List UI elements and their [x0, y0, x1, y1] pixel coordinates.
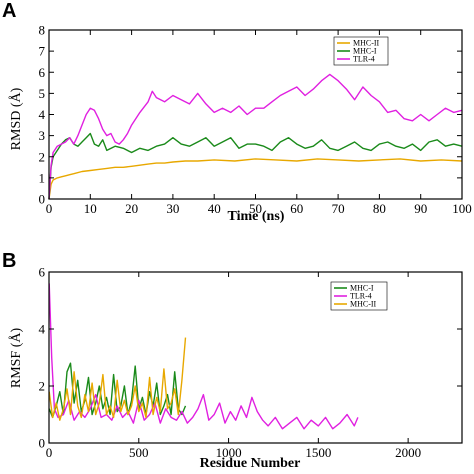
rmsd-plot: 0 10 20 30 40 50 60 70 80 90 100 0 1 2 3 4 5 6 7 8 MHC-IIMHC…	[39, 23, 472, 217]
x-tick-label: 10	[84, 201, 97, 216]
x-tick-label: 20	[125, 201, 138, 216]
legend-label: MHC-II	[350, 300, 377, 309]
y-axis-label: RMSD (Å)	[8, 87, 24, 150]
y-tick-label: 0	[39, 436, 46, 451]
series-line-mhc-i	[48, 132, 463, 200]
x-tick-label: 90	[414, 201, 427, 216]
x-tick-label: 70	[332, 201, 345, 216]
plot-frame	[48, 271, 463, 444]
x-tick-label: 1500	[305, 445, 331, 460]
x-tick-label: 1000	[216, 445, 242, 460]
x-tick-label: 40	[208, 201, 221, 216]
series-line-mhc-ii	[48, 158, 463, 200]
y-tick-label: 4	[39, 322, 46, 337]
series-line-tlr-4	[48, 283, 359, 430]
y-tick-label: 8	[39, 23, 46, 38]
legend-label: TLR-4	[350, 292, 372, 301]
x-axis-label: Residue Number	[200, 456, 301, 471]
legend-label: MHC-I	[350, 284, 374, 293]
y-tick-label: 5	[39, 86, 46, 101]
series-line-tlr-4	[48, 73, 463, 200]
y-tick-label: 1	[39, 170, 46, 185]
y-tick-label: 3	[39, 128, 46, 143]
series-line-mhc-i	[48, 362, 187, 419]
x-tick-label: 80	[373, 201, 386, 216]
y-tick-label: 7	[39, 44, 46, 59]
y-tick-label: 2	[39, 379, 46, 394]
x-tick-label: 30	[166, 201, 179, 216]
x-tick-label: 500	[129, 445, 149, 460]
x-axis-label: Time (ns)	[228, 209, 285, 224]
y-tick-label: 6	[39, 265, 46, 280]
legend-label: TLR-4	[353, 55, 375, 64]
x-tick-label: 60	[290, 201, 303, 216]
y-tick-label: 2	[39, 149, 46, 164]
panel-letter-b: B	[2, 250, 16, 272]
legend-label: MHC-II	[353, 39, 380, 48]
legend-label: MHC-I	[353, 47, 377, 56]
x-tick-label: 2000	[395, 445, 421, 460]
x-tick-label: 50	[249, 201, 262, 216]
y-tick-label: 6	[39, 65, 46, 80]
y-tick-label: 0	[39, 192, 46, 207]
panel-a: A 0 10 20 30 40 50 60 70 80 90 100 0 1 2 3 4 5 6 7 8 MHC-IIM…	[2, 0, 472, 224]
y-tick-label: 4	[39, 107, 46, 122]
panel-letter-a: A	[2, 0, 16, 22]
x-tick-label: 0	[46, 201, 53, 216]
x-tick-label: 0	[46, 445, 53, 460]
y-axis-label: RMSF (Å)	[8, 328, 24, 389]
series-line-mhc-ii	[48, 337, 187, 421]
x-tick-label: 100	[452, 201, 472, 216]
